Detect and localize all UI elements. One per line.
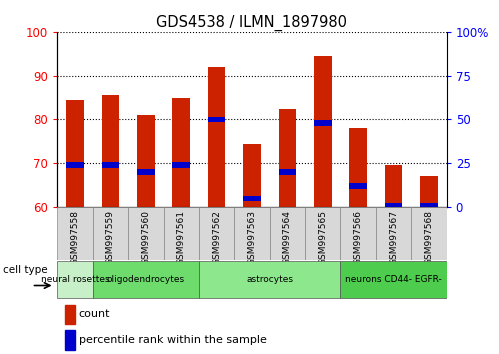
Title: GDS4538 / ILMN_1897980: GDS4538 / ILMN_1897980: [157, 14, 347, 30]
Text: percentile rank within the sample: percentile rank within the sample: [79, 335, 266, 345]
Bar: [57, 261, 93, 298]
Bar: [278, 109, 296, 207]
Bar: [411, 207, 447, 260]
Bar: [65, 304, 75, 324]
Bar: [314, 120, 332, 126]
Bar: [420, 203, 438, 208]
Bar: [314, 56, 332, 207]
Text: GSM997566: GSM997566: [354, 210, 363, 265]
Bar: [57, 207, 93, 260]
Bar: [349, 128, 367, 207]
Text: GSM997565: GSM997565: [318, 210, 327, 265]
Text: GSM997561: GSM997561: [177, 210, 186, 265]
Bar: [66, 100, 84, 207]
Text: astrocytes: astrocytes: [246, 275, 293, 284]
Bar: [349, 183, 367, 189]
Bar: [199, 261, 340, 298]
Bar: [385, 203, 402, 208]
Bar: [235, 207, 269, 260]
Bar: [208, 67, 226, 207]
Bar: [420, 176, 438, 207]
Bar: [65, 330, 75, 350]
Text: GSM997568: GSM997568: [425, 210, 434, 265]
Bar: [340, 261, 447, 298]
Text: GSM997564: GSM997564: [283, 210, 292, 265]
Text: GSM997558: GSM997558: [70, 210, 79, 265]
Bar: [102, 95, 119, 207]
Bar: [128, 207, 164, 260]
Bar: [137, 115, 155, 207]
Bar: [172, 98, 190, 207]
Bar: [243, 196, 261, 201]
Text: GSM997560: GSM997560: [141, 210, 150, 265]
Text: cell type: cell type: [3, 265, 47, 275]
Bar: [93, 261, 199, 298]
Text: GSM997567: GSM997567: [389, 210, 398, 265]
Bar: [385, 165, 402, 207]
Text: neural rosettes: neural rosettes: [41, 275, 109, 284]
Bar: [199, 207, 235, 260]
Bar: [269, 207, 305, 260]
Text: GSM997563: GSM997563: [248, 210, 256, 265]
Bar: [208, 117, 226, 122]
Bar: [305, 207, 340, 260]
Bar: [102, 162, 119, 168]
Bar: [243, 144, 261, 207]
Text: count: count: [79, 309, 110, 320]
Text: GSM997562: GSM997562: [212, 210, 221, 265]
Text: GSM997559: GSM997559: [106, 210, 115, 265]
Bar: [172, 162, 190, 168]
Bar: [93, 207, 128, 260]
Bar: [340, 207, 376, 260]
Text: neurons CD44- EGFR-: neurons CD44- EGFR-: [345, 275, 442, 284]
Bar: [376, 207, 411, 260]
Text: oligodendrocytes: oligodendrocytes: [107, 275, 185, 284]
Bar: [164, 207, 199, 260]
Bar: [278, 170, 296, 175]
Bar: [66, 162, 84, 168]
Bar: [137, 170, 155, 175]
